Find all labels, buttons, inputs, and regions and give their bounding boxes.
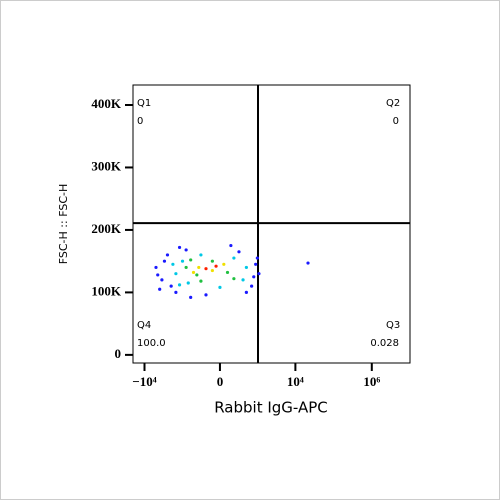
event-dot (232, 256, 236, 260)
event-dot (250, 284, 254, 288)
event-dot (199, 279, 203, 283)
event-dot (186, 281, 190, 285)
event-dot (252, 275, 256, 279)
event-dot (204, 267, 208, 271)
event-dot (169, 284, 173, 288)
quadrant-value: 0 (137, 116, 143, 127)
event-dot (154, 265, 158, 270)
event-dot (232, 277, 236, 281)
event-dot (180, 259, 185, 263)
quadrant-value: 0 (393, 116, 399, 127)
event-dot (218, 285, 222, 290)
event-dot (197, 265, 201, 270)
event-dot (158, 287, 162, 291)
x-tick-label: 0 (217, 374, 224, 389)
quadrant-name: Q2 (386, 98, 400, 109)
event-dot (237, 250, 241, 254)
event-dot (214, 264, 218, 268)
event-dot (184, 248, 188, 252)
event-dot (244, 265, 248, 270)
event-dot (210, 268, 214, 273)
y-tick-label: 400K (91, 96, 122, 111)
event-dot (222, 262, 226, 266)
event-dot (199, 253, 203, 257)
event-dot (195, 273, 199, 277)
event-dot (244, 290, 248, 295)
x-tick-label: 10⁴ (287, 374, 304, 389)
x-tick-label: 10⁶ (363, 374, 380, 389)
event-dot (162, 259, 167, 263)
y-tick-label: 300K (91, 158, 122, 173)
event-dot (174, 272, 178, 276)
event-dot (160, 278, 164, 282)
quadrant-name: Q1 (137, 98, 151, 109)
event-dot (210, 259, 214, 263)
event-dot (189, 295, 193, 300)
y-tick-label: 0 (115, 346, 122, 361)
event-dot (225, 270, 230, 275)
x-axis-label: Rabbit IgG-APC (214, 399, 328, 417)
y-tick-label: 200K (91, 221, 122, 236)
event-dot (184, 265, 188, 270)
event-dot (257, 272, 261, 276)
quadrant-name: Q3 (386, 320, 400, 331)
event-dot (306, 261, 310, 265)
event-dot (229, 243, 233, 248)
event-dot (204, 293, 208, 297)
quadrant-value: 0.028 (370, 338, 399, 349)
quadrant-value: 100.0 (137, 338, 166, 349)
quadrant-name: Q4 (137, 320, 151, 331)
y-axis-label: FSC-H :: FSC-H (57, 184, 70, 264)
event-dot (177, 283, 182, 287)
event-dot (189, 258, 193, 262)
y-tick-label: 100K (91, 283, 122, 298)
event-dot (177, 245, 182, 250)
event-dot (174, 290, 178, 295)
event-dot (255, 256, 259, 260)
event-dot (254, 262, 258, 266)
event-dot (165, 253, 170, 257)
event-dot (156, 273, 160, 277)
event-dot (171, 262, 175, 266)
event-dot (241, 278, 245, 282)
event-dot (191, 270, 196, 275)
x-tick-label: −10⁴ (132, 374, 156, 389)
